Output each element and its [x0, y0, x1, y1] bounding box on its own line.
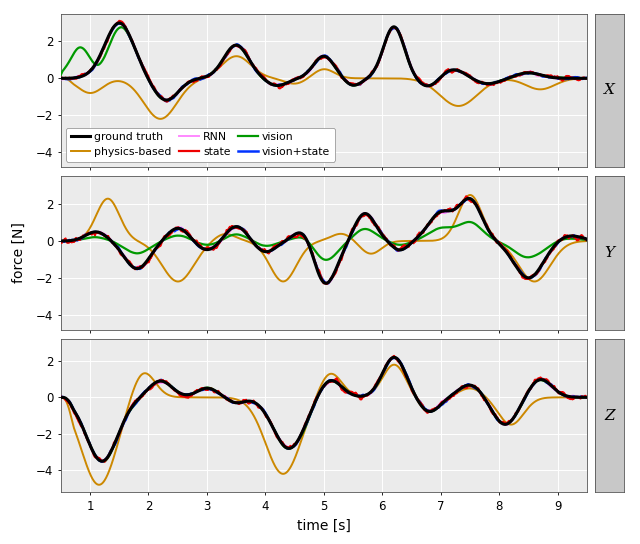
- Text: Y: Y: [604, 246, 614, 260]
- Text: Z: Z: [604, 409, 615, 423]
- Text: X: X: [604, 83, 615, 97]
- Legend: ground truth, physics-based, RNN, state, vision, vision+state: ground truth, physics-based, RNN, state,…: [66, 127, 335, 162]
- Text: force [N]: force [N]: [12, 222, 26, 283]
- X-axis label: time [s]: time [s]: [297, 518, 351, 533]
